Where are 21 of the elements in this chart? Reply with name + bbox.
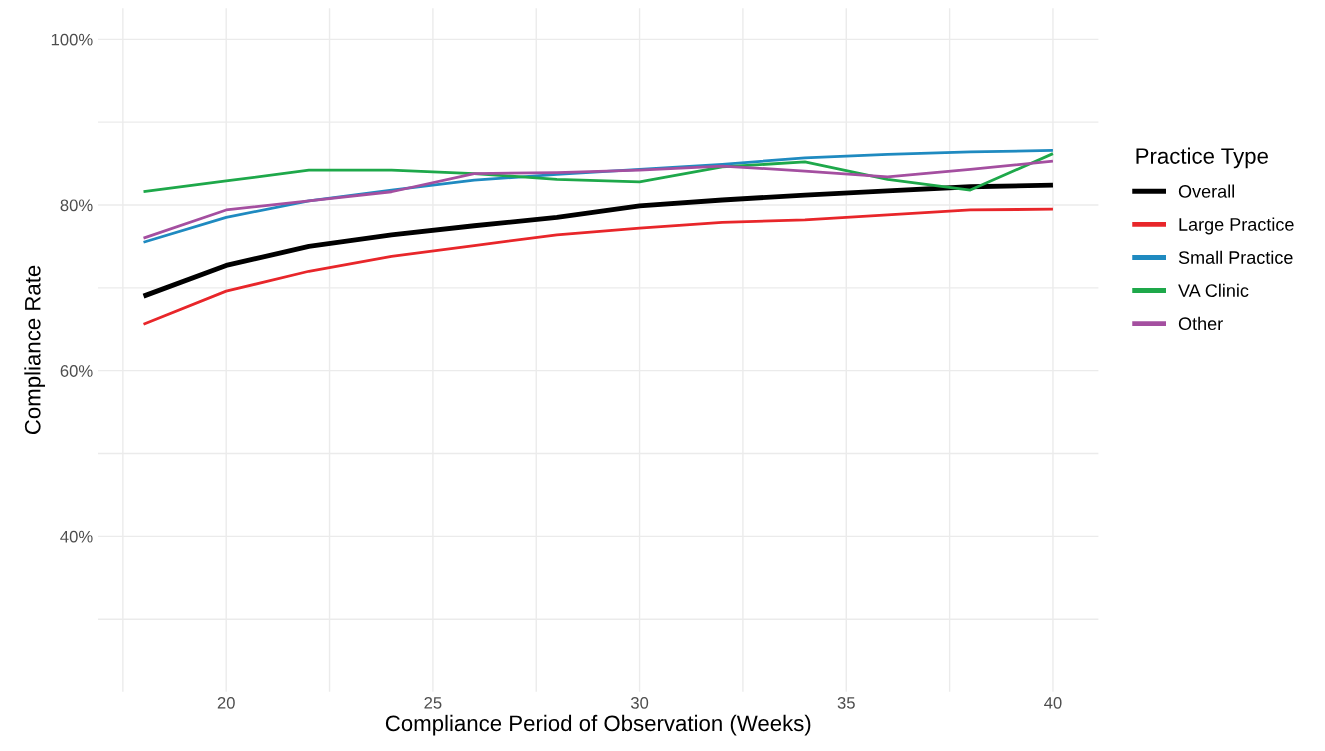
line-series xyxy=(142,207,1055,326)
y-tick-label: 40% xyxy=(60,530,93,543)
x-tick-label: 30 xyxy=(630,696,649,709)
x-tick-label: 40 xyxy=(1044,696,1062,709)
y-tick-label: 100% xyxy=(51,33,93,46)
line-series xyxy=(142,159,1055,240)
legend-label: Large Practice xyxy=(1179,217,1294,235)
x-tick-label: 20 xyxy=(217,696,235,709)
legend-label: Small Practice xyxy=(1178,250,1293,264)
y-axis-title: Compliance Rate xyxy=(24,265,46,435)
legend-label: Other xyxy=(1178,316,1223,331)
x-tick-label: 25 xyxy=(424,696,442,709)
legend-title: Practice Type xyxy=(1136,147,1268,169)
y-tick-label: 80% xyxy=(60,199,93,212)
legend-label: VA Clinic xyxy=(1178,283,1249,298)
line-series xyxy=(142,152,1055,194)
legend-label: Overall xyxy=(1178,184,1234,198)
x-axis-title: Compliance Period of Observation (Weeks) xyxy=(385,714,811,736)
line-series xyxy=(141,182,1056,299)
y-tick-label: 60% xyxy=(60,365,93,377)
x-tick-label: 35 xyxy=(837,696,855,709)
